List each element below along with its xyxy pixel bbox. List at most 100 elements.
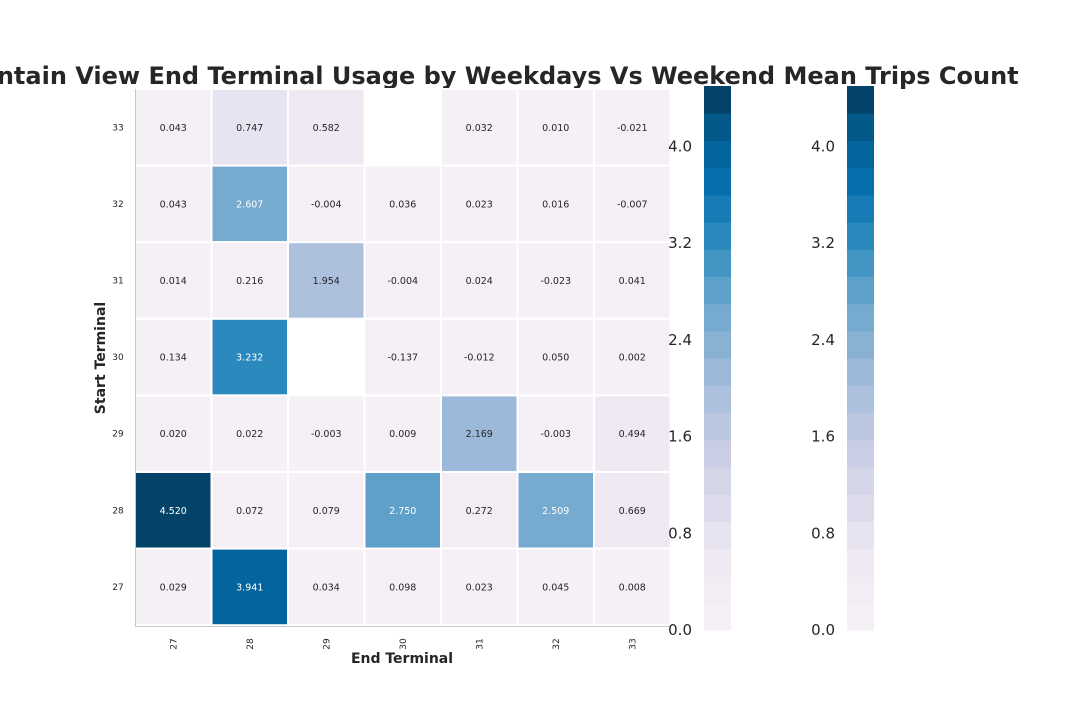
x-tick-label: 30 (399, 638, 409, 650)
colorbar-band (847, 575, 874, 604)
cell-value-label: -0.004 (311, 199, 342, 210)
colorbar-tick-label: 0.0 (668, 621, 692, 639)
colorbar-band (847, 330, 874, 359)
cell-value-label: -0.003 (540, 429, 571, 440)
colorbar-band (847, 548, 874, 577)
colorbar-tick-label: 1.6 (668, 428, 692, 446)
heatmap-cell-empty (287, 317, 366, 397)
colorbar-band (847, 113, 874, 141)
cell-value-label: 3.232 (236, 353, 263, 364)
colorbar-tick-label: 0.0 (811, 621, 835, 639)
cell-value-label: 0.072 (236, 506, 263, 517)
cell-value-label: 0.134 (160, 353, 187, 364)
x-tick-label: 31 (475, 638, 485, 649)
colorbar-band (704, 521, 731, 549)
heatmap-cell (593, 88, 672, 167)
colorbar-band (704, 330, 731, 359)
heatmap-cell (210, 394, 289, 473)
cell-value-label: 0.669 (619, 506, 646, 517)
colorbar-band (847, 412, 874, 441)
y-tick-label: 33 (112, 123, 123, 133)
cell-value-label: 0.041 (619, 276, 646, 287)
cell-value-label: -0.007 (617, 199, 648, 210)
cell-value-label: 0.747 (236, 123, 263, 134)
colorbar-band (704, 358, 731, 386)
cell-value-label: 2.750 (389, 506, 416, 517)
colorbar-tick-label: 0.8 (811, 524, 835, 542)
heatmap-cell (210, 164, 289, 244)
colorbar-band (847, 602, 874, 631)
y-tick-label: 30 (112, 353, 124, 363)
colorbar-band (704, 140, 731, 169)
heatmap-cell (593, 471, 672, 550)
cell-value-label: 2.509 (542, 506, 569, 517)
cell-value-label: 0.002 (619, 353, 646, 364)
cell-value-label: 0.216 (236, 276, 263, 287)
heatmap-cell (363, 164, 442, 244)
y-tick-label: 31 (112, 277, 123, 287)
heatmap-cell (593, 241, 672, 320)
cell-value-label: 0.043 (160, 123, 187, 134)
heatmap-cell (363, 241, 442, 320)
x-tick-label: 28 (246, 638, 256, 650)
cell-value-label: 0.022 (236, 429, 263, 440)
colorbar-tick-label: 1.6 (811, 428, 835, 446)
cell-value-label: -0.004 (387, 276, 418, 287)
colorbar-band (704, 167, 731, 196)
colorbar-tick-label: 0.8 (668, 524, 692, 542)
heatmap-cell (210, 88, 289, 167)
colorbar-band (847, 439, 874, 468)
heatmap-cell (516, 547, 595, 627)
heatmap-cell (593, 394, 672, 473)
y-tick-labels: 33 32 31 30 29 28 27 (112, 123, 124, 593)
colorbar-band (847, 222, 874, 250)
colorbar-band (847, 466, 874, 495)
cell-value-label: 0.016 (542, 199, 569, 210)
heatmap-cell (516, 241, 595, 320)
colorbar-band (704, 113, 731, 141)
heatmap-cell (287, 471, 366, 550)
colorbar-band (704, 222, 731, 250)
colorbar-band (704, 303, 731, 332)
cell-value-label: 3.941 (236, 582, 263, 593)
cell-value-label: 0.272 (466, 506, 493, 517)
heatmap-cell (363, 317, 442, 397)
heatmap-cell (363, 471, 442, 550)
colorbar-band (847, 140, 874, 169)
cell-value-label: 0.014 (160, 276, 187, 287)
colorbar-2: 0.0 0.8 1.6 2.4 3.2 4.0 (811, 86, 874, 639)
colorbar-band (704, 385, 731, 413)
cell-value-label: 0.079 (313, 506, 340, 517)
heatmap-grid: 0.043 0.747 0.582 0.032 0.010 -0.021 0.043 2.60… (134, 88, 672, 627)
cell-value-label: 0.494 (619, 429, 646, 440)
colorbar-tick-label: 4.0 (811, 137, 835, 155)
cell-value-label: -0.023 (540, 276, 571, 287)
colorbar-band (704, 86, 731, 114)
colorbar-tick-label: 2.4 (668, 331, 692, 349)
heatmap-cell (593, 317, 672, 397)
heatmap-cell (440, 241, 519, 320)
cell-value-label: 0.024 (466, 276, 493, 287)
colorbar-band (847, 385, 874, 413)
cell-value-label: -0.003 (311, 429, 342, 440)
heatmap-cell (134, 547, 213, 627)
y-tick-label: 27 (112, 583, 123, 593)
y-tick-label: 32 (112, 200, 123, 210)
colorbar-band (847, 358, 874, 386)
cell-value-label: 2.169 (466, 429, 493, 440)
cell-value-label: -0.012 (464, 353, 495, 364)
cell-value-label: 0.043 (160, 199, 187, 210)
colorbar-band (704, 249, 731, 277)
colorbars: 0.0 0.8 1.6 2.4 3.2 4.0 0.0 0.8 1.6 2.4 3.2 4.0 (668, 86, 874, 639)
heatmap-cell (440, 394, 519, 473)
cell-value-label: -0.021 (617, 123, 648, 134)
colorbar-1: 0.0 0.8 1.6 2.4 3.2 4.0 (668, 86, 731, 639)
colorbar-band (704, 194, 731, 223)
colorbar-band (704, 602, 731, 631)
cell-value-label: 2.607 (236, 199, 263, 210)
colorbar-tick-label: 4.0 (668, 137, 692, 155)
colorbar-band (704, 276, 731, 305)
cell-value-label: -0.137 (387, 353, 418, 364)
heatmap-cell (134, 241, 213, 320)
